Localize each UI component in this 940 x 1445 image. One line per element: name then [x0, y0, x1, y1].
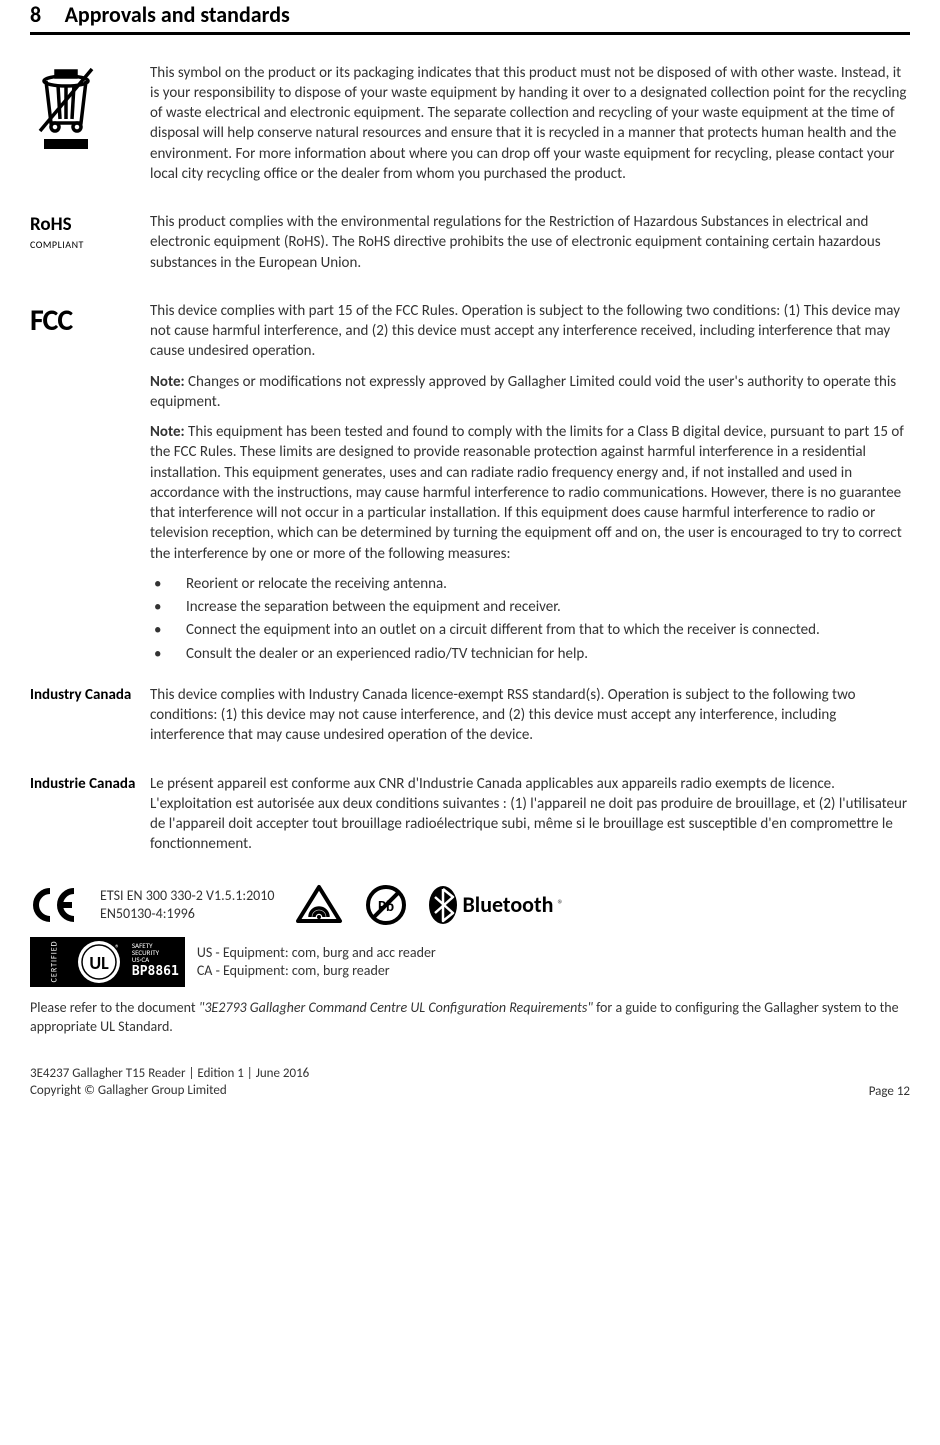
rohs-title: RoHS — [30, 212, 140, 238]
closing-text: Please refer to the document "3E2793 Gal… — [30, 999, 910, 1037]
rcm-icon — [294, 883, 344, 927]
ul-text: US - Equipment: com, burg and acc reader… — [197, 944, 436, 980]
section-title: Approvals and standards — [65, 1, 290, 28]
fcc-section: FCC This device complies with part 15 of… — [30, 301, 910, 667]
rohs-section: RoHS COMPLIANT This product complies wit… — [30, 212, 910, 283]
pb-icon: Pb — [364, 883, 408, 927]
svg-text:®: ® — [115, 943, 120, 954]
svg-text:Pb: Pb — [378, 898, 394, 916]
svg-text:UL: UL — [89, 952, 109, 974]
ul-row: CERTIFIED UL ® SAFETY SECURITY US·CA BP8… — [30, 937, 910, 987]
ul-badge: CERTIFIED UL ® SAFETY SECURITY US·CA BP8… — [30, 937, 185, 987]
fcc-p1: This device complies with part 15 of the… — [150, 301, 910, 362]
ic-fr-section: Industrie Canada Le présent appareil est… — [30, 774, 910, 865]
rohs-text: This product complies with the environme… — [150, 212, 910, 273]
footer-doc: 3E4237 Gallagher T15 Reader | Edition 1 … — [30, 1066, 309, 1083]
ic-en-label: Industry Canada — [30, 685, 150, 756]
footer-page: Page 12 — [869, 1083, 910, 1101]
page-footer: 3E4237 Gallagher T15 Reader | Edition 1 … — [30, 1066, 910, 1100]
fcc-label: FCC — [30, 301, 150, 667]
section-number: 8 — [30, 1, 41, 28]
ic-fr-label: Industrie Canada — [30, 774, 150, 865]
page-header: 8 Approvals and standards — [30, 0, 910, 35]
rohs-sub: COMPLIANT — [30, 238, 140, 252]
bluetooth-icon — [428, 885, 458, 925]
ce-mark — [30, 887, 80, 923]
fcc-note2: Note: This equipment has been tested and… — [150, 422, 910, 564]
ce-icon — [30, 887, 80, 923]
weee-text: This symbol on the product or its packag… — [150, 63, 910, 185]
fcc-note1: Note: Changes or modifications not expre… — [150, 372, 910, 413]
bluetooth-logo: Bluetooth ® — [428, 885, 563, 925]
ce-text: ETSI EN 300 330-2 V1.5.1:2010 EN50130-4:… — [100, 887, 274, 923]
logos-row: ETSI EN 300 330-2 V1.5.1:2010 EN50130-4:… — [30, 883, 910, 927]
weee-icon — [30, 63, 150, 195]
rohs-label: RoHS COMPLIANT — [30, 212, 150, 283]
ic-en-section: Industry Canada This device complies wit… — [30, 685, 910, 756]
ic-en-text: This device complies with Industry Canad… — [150, 685, 910, 746]
ic-fr-text: Le présent appareil est conforme aux CNR… — [150, 774, 910, 855]
footer-copyright: Copyright © Gallagher Group Limited — [30, 1083, 309, 1100]
weee-section: This symbol on the product or its packag… — [30, 63, 910, 195]
fcc-bullets: •Reorient or relocate the receiving ante… — [150, 574, 910, 664]
